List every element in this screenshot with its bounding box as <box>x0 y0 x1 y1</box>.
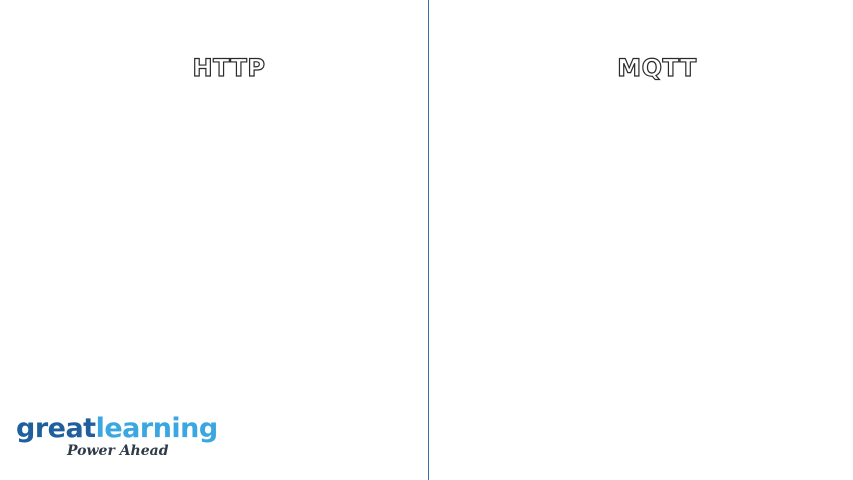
http-column-title: HTTP <box>192 53 266 82</box>
mqtt-column-title: MQTT <box>617 53 697 82</box>
logo-tagline: Power Ahead <box>67 443 169 459</box>
logo-wordmark: greatlearning <box>16 412 218 446</box>
column-divider <box>428 0 429 480</box>
logo-word-learning: learning <box>95 413 219 444</box>
logo-word-great: great <box>16 413 96 444</box>
great-learning-logo: greatlearning Power Ahead <box>16 412 236 464</box>
